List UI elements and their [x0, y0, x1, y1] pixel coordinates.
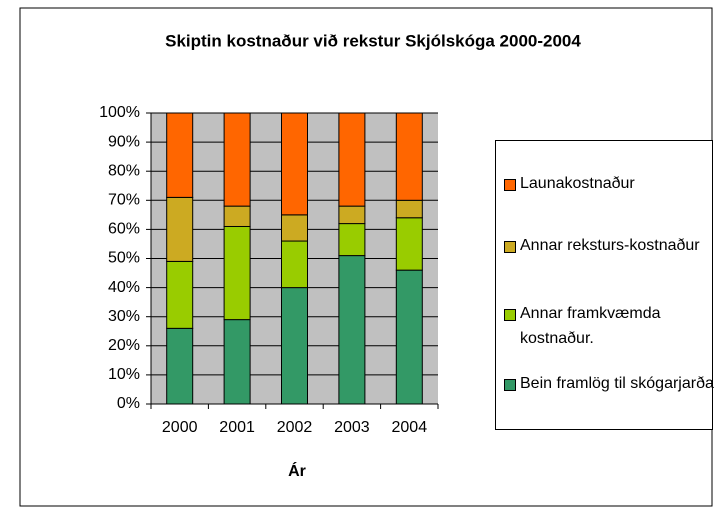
y-tick-label: 70% [108, 192, 140, 209]
bar-segment [281, 112, 308, 216]
y-tick-label: 20% [108, 337, 140, 354]
y-tick-label: 50% [108, 250, 140, 267]
bar-segment [338, 223, 366, 257]
chart-title: Skiptin kostnaður við rekstur Skjólskóga… [165, 31, 581, 50]
y-tick-label: 90% [108, 133, 140, 150]
bar-segment [223, 205, 251, 227]
x-tick-label: 2000 [162, 419, 198, 436]
legend-item: Bein framlög til skógarjarða [504, 371, 725, 396]
legend-swatch [504, 309, 516, 321]
legend-swatch [504, 241, 516, 253]
y-tick-label: 60% [108, 221, 140, 238]
x-tick-label: 2003 [334, 419, 370, 436]
bar-segment [395, 112, 423, 201]
bar-segment [223, 319, 251, 405]
y-tick-label: 10% [108, 366, 140, 383]
bar-segment [166, 327, 194, 405]
bar-segment [281, 214, 308, 242]
bar-segment [395, 199, 423, 219]
bar-segment [166, 260, 194, 329]
x-tick-label: 2001 [219, 419, 255, 436]
legend: Launakostnaður Annar reksturs-kostnaður An… [495, 140, 714, 430]
bar-segment [395, 269, 423, 405]
bar-segment [281, 287, 308, 405]
x-tick-label: 2002 [277, 419, 313, 436]
legend-swatch [504, 379, 516, 391]
legend-label: Launakostnaður [520, 175, 635, 192]
x-axis-label: Ár [288, 461, 306, 480]
bar-segment [338, 112, 366, 207]
legend-item: Launakostnaður [504, 171, 725, 196]
y-tick-label: 80% [108, 162, 140, 179]
bar-segment [166, 196, 194, 262]
bar-segment [166, 112, 194, 198]
bar-segment [223, 112, 251, 207]
legend-label: Bein framlög til skógarjarða [520, 375, 714, 392]
y-tick-label: 30% [108, 308, 140, 325]
legend-item: Annar framkvæmda kostnaður. [504, 301, 725, 351]
bar-segment [338, 255, 366, 405]
legend-label: Annar framkvæmda kostnaður. [520, 305, 661, 347]
bar-segment [223, 225, 251, 321]
y-tick-label: 40% [108, 279, 140, 296]
bar-segment [338, 205, 366, 225]
x-tick-label: 2004 [392, 419, 428, 436]
y-tick-label: 0% [117, 395, 140, 412]
bar-segment [281, 240, 308, 289]
y-tick-label: 100% [99, 104, 140, 121]
legend-label: Annar reksturs-kostnaður [520, 237, 700, 254]
bar-segment [395, 217, 423, 271]
legend-swatch [504, 179, 516, 191]
legend-item: Annar reksturs-kostnaður [504, 233, 725, 258]
